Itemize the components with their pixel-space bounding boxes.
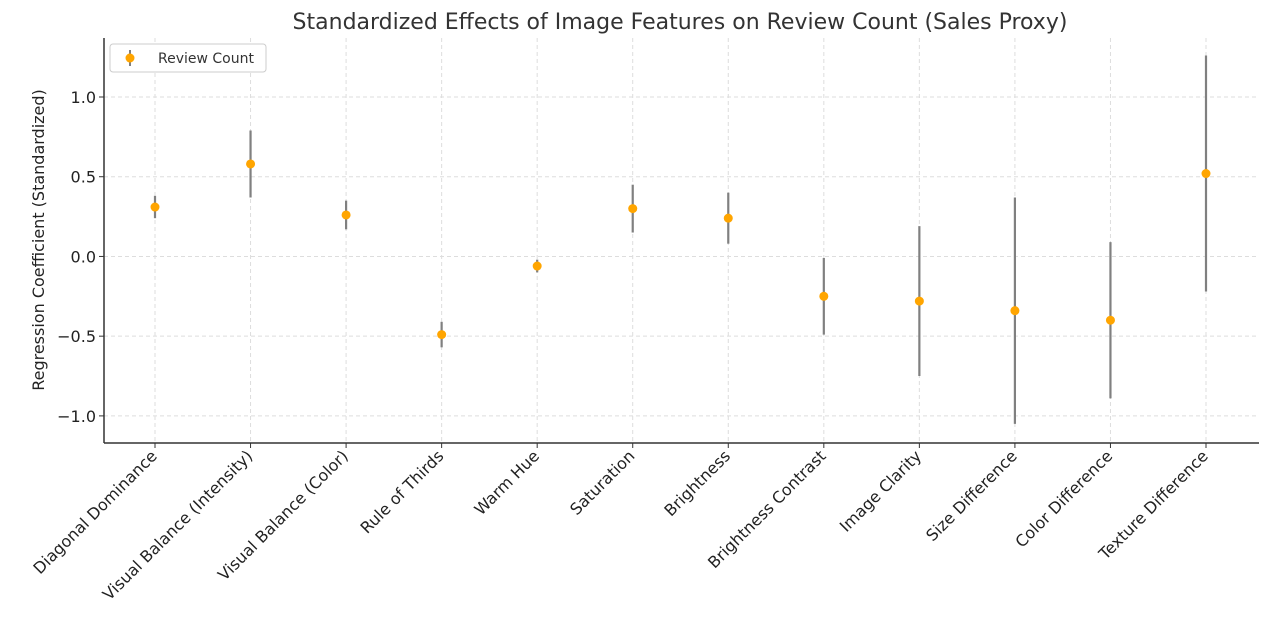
x-tick-label: Color Difference xyxy=(1011,446,1116,551)
x-tick-label: Image Clarity xyxy=(836,446,925,535)
legend-label: Review Count xyxy=(158,51,254,67)
data-point xyxy=(150,202,160,212)
data-point xyxy=(723,213,733,223)
chart-title: Standardized Effects of Image Features o… xyxy=(293,10,1068,35)
data-point xyxy=(437,330,447,340)
data-point xyxy=(628,204,638,214)
y-tick-label: 0.5 xyxy=(71,168,96,187)
data-point xyxy=(914,296,924,306)
data-point xyxy=(1105,315,1115,325)
data-point xyxy=(819,291,829,301)
x-tick-label: Size Difference xyxy=(922,446,1021,545)
legend-box xyxy=(109,43,267,73)
y-axis-label: Regression Coefficient (Standardized) xyxy=(29,89,48,391)
data-point xyxy=(532,261,542,271)
data-point xyxy=(1201,169,1211,179)
legend: Review Count xyxy=(109,43,267,73)
error-bars xyxy=(153,55,1208,424)
x-tick-label: Warm Hue xyxy=(470,446,543,519)
x-tick-label: Saturation xyxy=(566,446,638,518)
legend-marker-swatch xyxy=(125,53,135,63)
data-point xyxy=(246,159,256,169)
y-ticks: 1.0 0.5 0.0 −0.5 −1.0 xyxy=(57,88,104,426)
grid-lines xyxy=(104,38,1259,443)
y-tick-label: 1.0 xyxy=(71,88,96,107)
x-tick-label: Rule of Thirds xyxy=(357,446,448,537)
y-tick-label: 0.0 xyxy=(71,247,96,266)
x-tick-label: Brightness xyxy=(660,446,734,520)
y-tick-label: −0.5 xyxy=(57,327,96,346)
data-point xyxy=(1010,306,1020,316)
data-point xyxy=(341,210,351,220)
axes xyxy=(103,38,1259,444)
y-tick-label: −1.0 xyxy=(57,407,96,426)
data-points xyxy=(150,159,1211,340)
